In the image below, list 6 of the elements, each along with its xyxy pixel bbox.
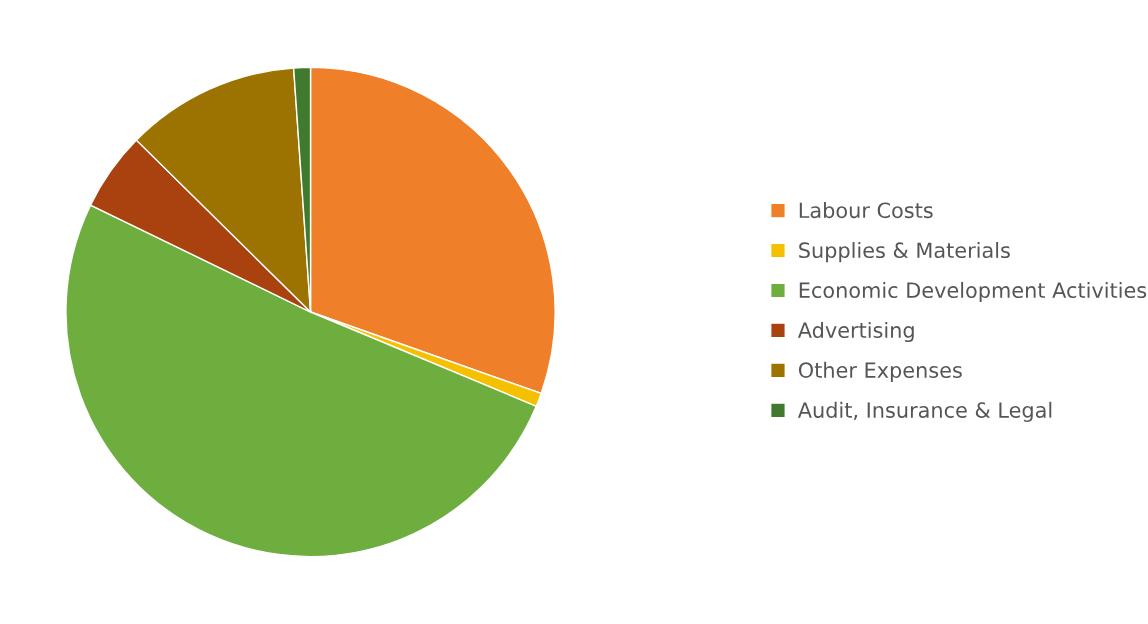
legend-label: Supplies & Materials [799,241,1010,263]
legend-label: Economic Development Activities [799,281,1147,303]
legend-label: Labour Costs [799,202,933,219]
legend-label: Other Expenses [798,361,962,383]
legend-label: Advertising [797,321,914,343]
legend-label: Audit, Insurance & Legal [797,401,1052,422]
